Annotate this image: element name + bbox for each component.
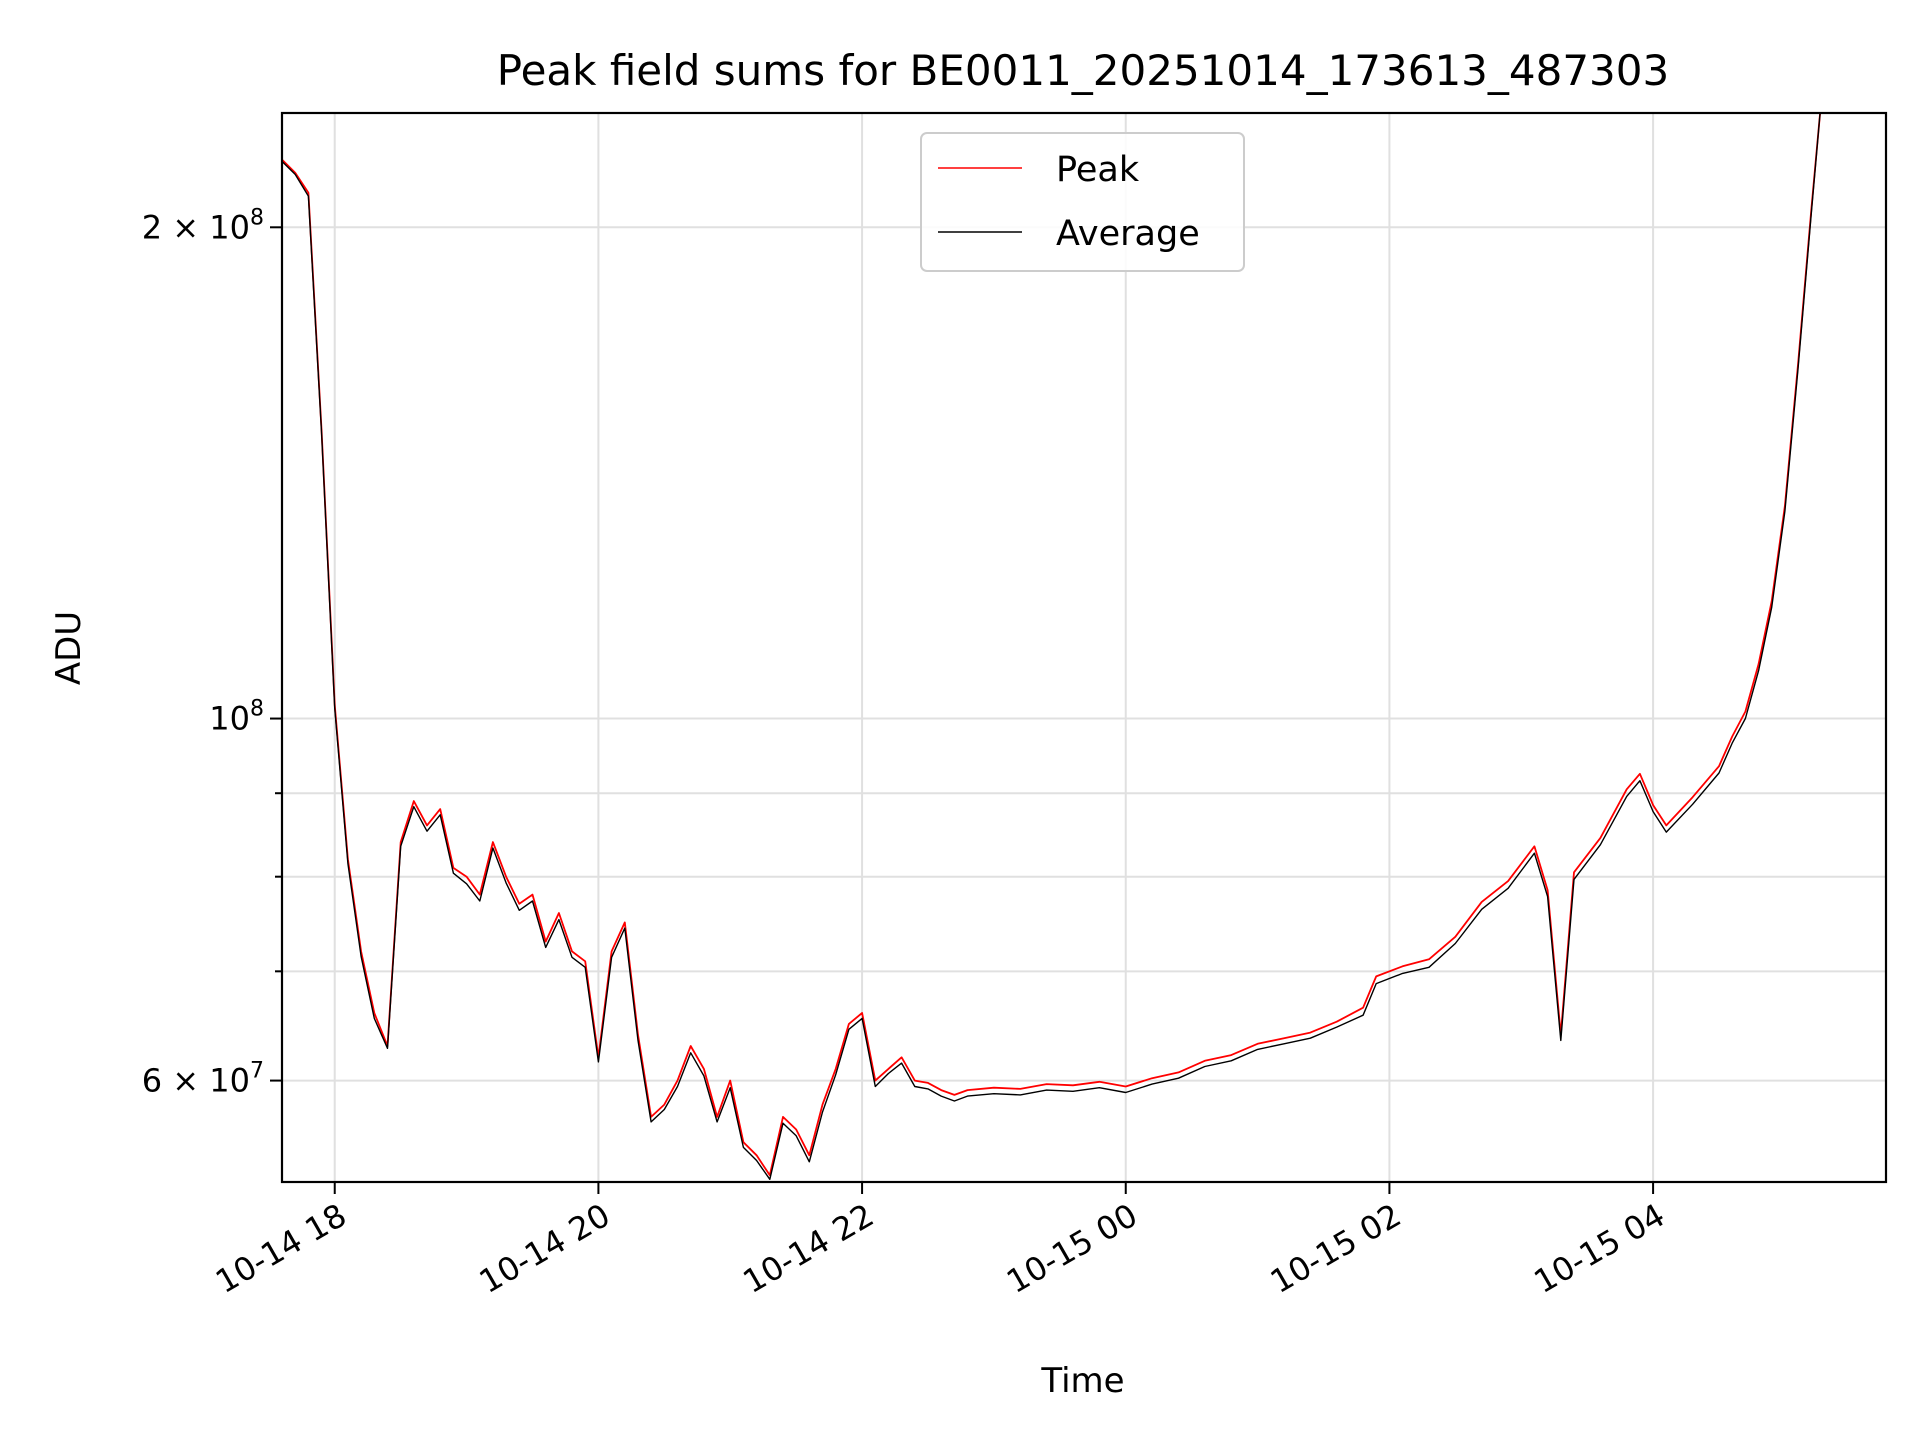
y-tick-label-exponent: 7 xyxy=(250,1059,264,1084)
legend-label-peak: Peak xyxy=(1056,150,1140,190)
y-axis-label: ADU xyxy=(49,611,89,685)
plot-area-frame xyxy=(280,111,1888,1184)
y-tick-label-base: 10 xyxy=(209,700,250,738)
y-tick-label: 108 xyxy=(209,697,264,738)
y-tick-label-exponent: 8 xyxy=(250,205,264,230)
y-tick-label: 6 × 107 xyxy=(142,1059,264,1100)
grid-lines xyxy=(282,113,1886,1182)
y-tick-label: 2 × 108 xyxy=(142,205,264,246)
y-tick-label-base: 6 × 10 xyxy=(142,1062,250,1100)
legend-label-average: Average xyxy=(1056,214,1200,254)
y-tick-label-base: 2 × 10 xyxy=(142,208,250,246)
series-line-average xyxy=(282,113,1821,1181)
chart-title: Peak field sums for BE0011_20251014_1736… xyxy=(497,46,1669,95)
legend: Peak Average xyxy=(920,132,1245,272)
x-axis-label: Time xyxy=(1040,1361,1124,1401)
y-tick-label-exponent: 8 xyxy=(250,697,264,722)
series-lines xyxy=(282,113,1821,1181)
